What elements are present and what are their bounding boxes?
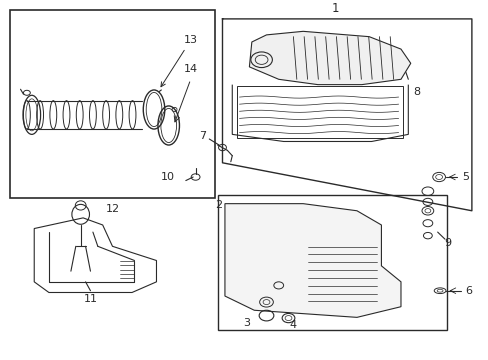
Text: 7: 7 (199, 131, 206, 141)
Bar (237, 86, 403, 138)
Bar (10, 10, 215, 198)
Text: 13: 13 (161, 35, 197, 87)
Text: 10: 10 (161, 172, 175, 182)
Polygon shape (249, 31, 410, 85)
Text: 4: 4 (289, 320, 296, 330)
Text: 2: 2 (214, 201, 222, 211)
Bar (217, 195, 447, 330)
Text: 9: 9 (443, 238, 450, 248)
Text: 8: 8 (412, 87, 420, 97)
Text: 3: 3 (243, 318, 250, 328)
Text: 1: 1 (330, 3, 338, 15)
Text: 12: 12 (105, 204, 119, 214)
Text: 6: 6 (465, 286, 471, 296)
Text: 5: 5 (461, 172, 468, 182)
Text: 14: 14 (183, 64, 197, 74)
Polygon shape (224, 204, 400, 318)
Text: 11: 11 (83, 294, 97, 304)
